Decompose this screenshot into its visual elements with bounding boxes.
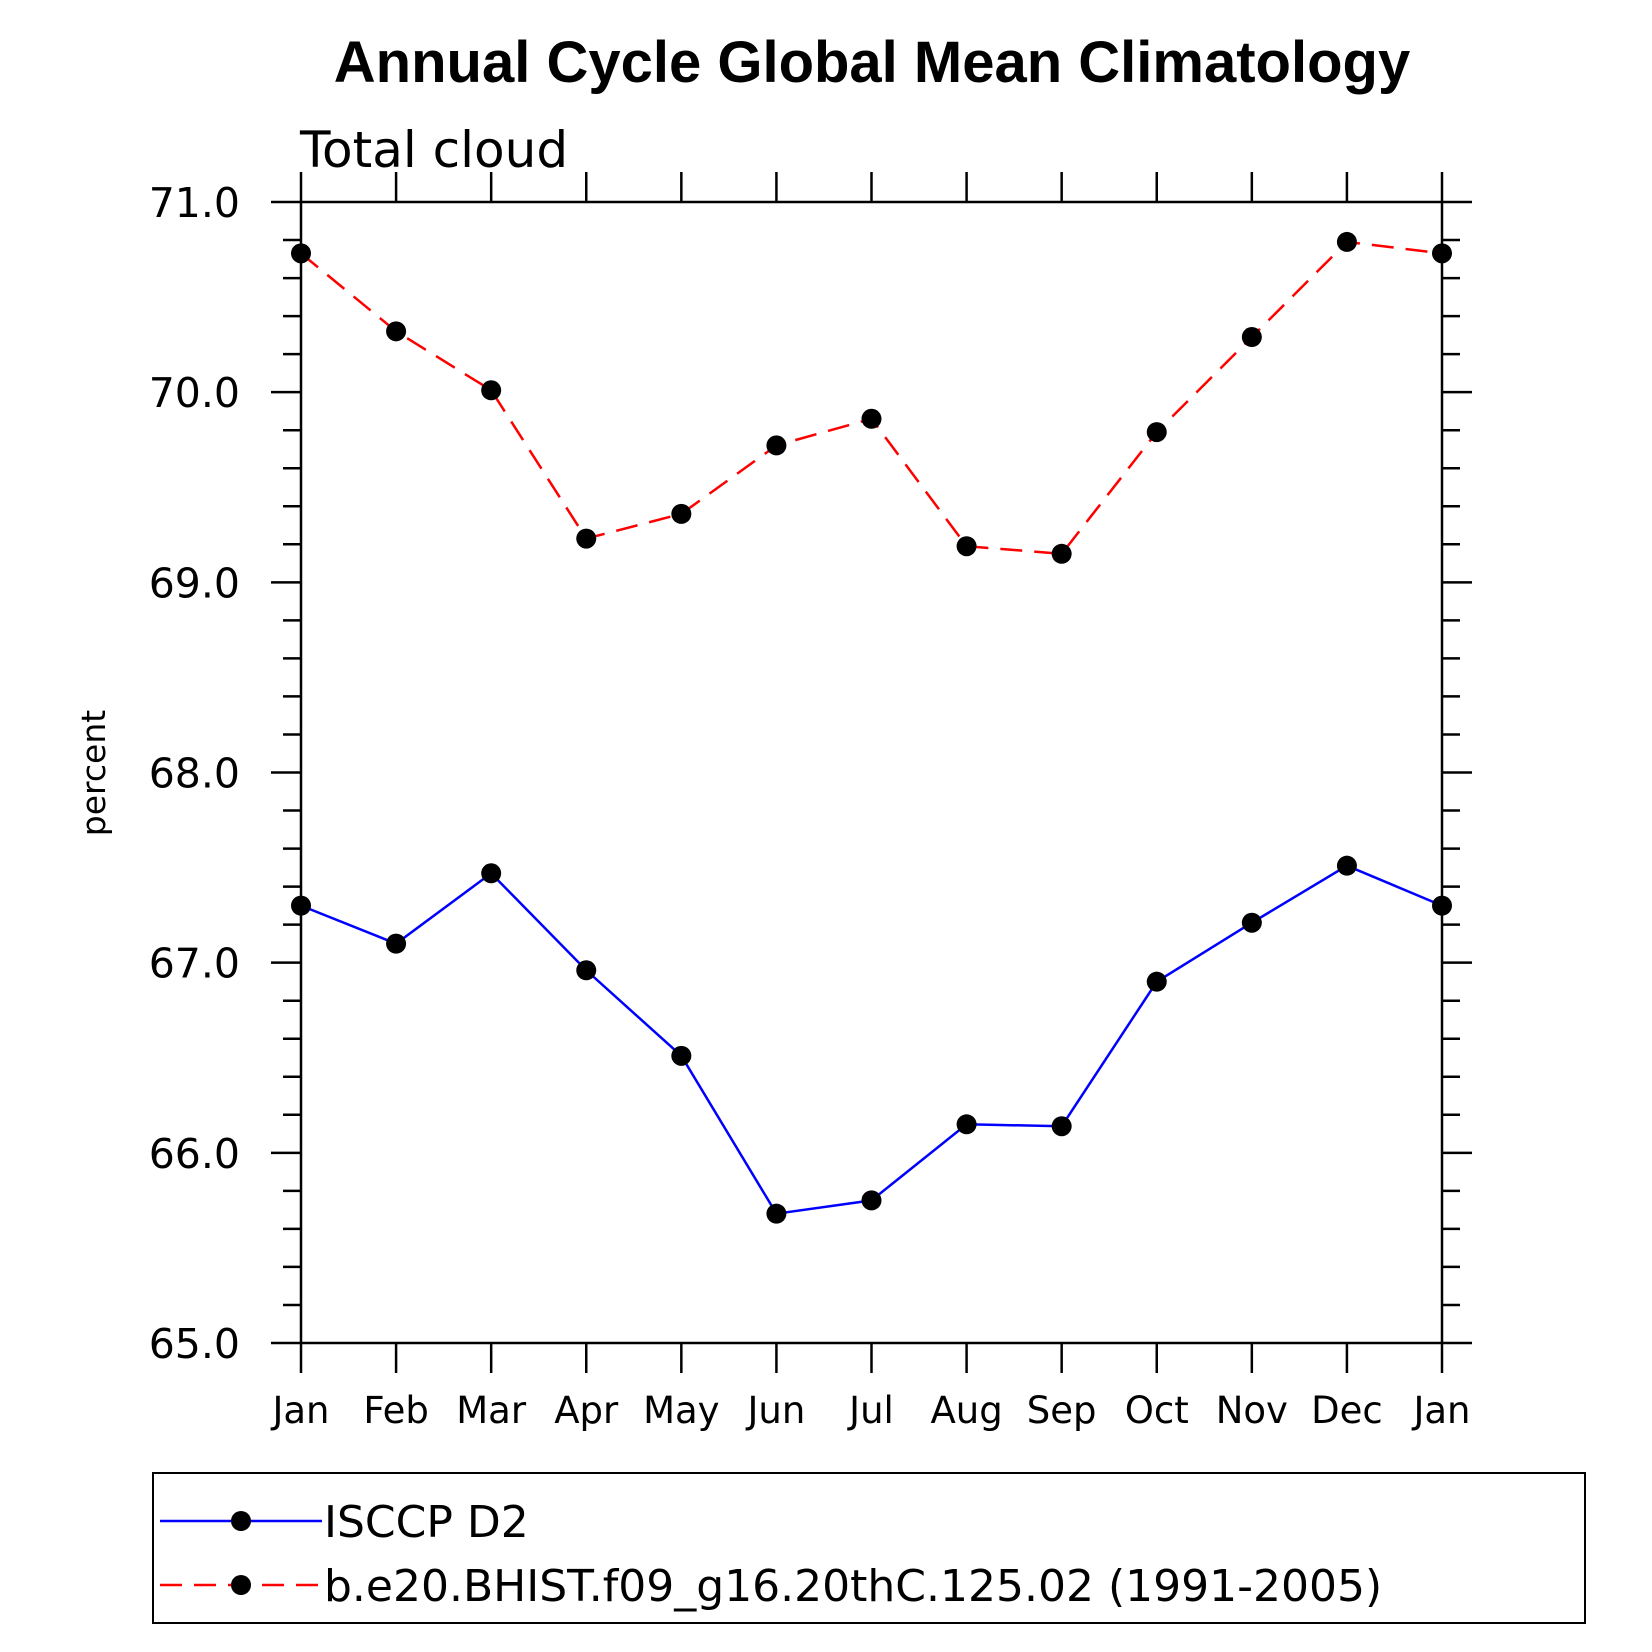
legend-label: ISCCP D2 bbox=[324, 1497, 529, 1548]
x-tick-label: Jul bbox=[847, 1389, 894, 1432]
legend-marker bbox=[231, 1511, 251, 1531]
series-layer bbox=[291, 231, 1452, 1224]
legend-label: b.e20.BHIST.f09_g16.20thC.125.02 (1991-2… bbox=[324, 1561, 1382, 1612]
data-point bbox=[291, 243, 311, 264]
y-tick-label: 67.0 bbox=[149, 940, 240, 988]
data-point bbox=[576, 960, 597, 981]
data-point bbox=[1432, 895, 1452, 916]
data-point bbox=[1051, 543, 1072, 564]
data-point bbox=[291, 895, 311, 916]
data-point bbox=[671, 503, 692, 524]
y-tick-label: 69.0 bbox=[149, 559, 240, 607]
data-point bbox=[1336, 855, 1357, 876]
x-tick-label: May bbox=[643, 1389, 720, 1432]
x-tick-label: Dec bbox=[1311, 1389, 1383, 1432]
x-tick-label: Nov bbox=[1216, 1389, 1288, 1432]
data-point bbox=[1241, 912, 1262, 933]
x-tick-label: Jan bbox=[270, 1389, 329, 1432]
data-point bbox=[766, 435, 787, 456]
legend-box bbox=[152, 1472, 1586, 1624]
series-2 bbox=[291, 231, 1452, 564]
legend-entry-2: b.e20.BHIST.f09_g16.20thC.125.02 (1991-2… bbox=[160, 1561, 1382, 1612]
axes: 65.0 66.0 67.0 68.0 69.0 70.0 71.0 Jan Feb Mar Apr… bbox=[149, 172, 1472, 1432]
plot-frame bbox=[299, 200, 1444, 1345]
y-tick-label: 71.0 bbox=[149, 179, 240, 227]
x-tick-label: Jan bbox=[1411, 1389, 1470, 1432]
data-point bbox=[1146, 422, 1167, 443]
y-axis-label: percent bbox=[74, 710, 113, 836]
x-tick-label: Feb bbox=[363, 1389, 429, 1432]
x-tick-label: Sep bbox=[1027, 1389, 1097, 1432]
x-tick-label: Oct bbox=[1125, 1389, 1189, 1432]
data-point bbox=[386, 933, 407, 954]
data-point bbox=[861, 408, 882, 429]
data-point bbox=[766, 1203, 787, 1224]
x-tick-label: Apr bbox=[554, 1389, 619, 1432]
data-point bbox=[576, 528, 597, 549]
data-point bbox=[1336, 231, 1357, 252]
data-point bbox=[956, 536, 977, 557]
data-point bbox=[1432, 243, 1452, 264]
x-tick-label: Jun bbox=[746, 1389, 806, 1432]
x-tick-label: Mar bbox=[456, 1389, 527, 1432]
legend-entry-1: ISCCP D2 bbox=[160, 1497, 529, 1548]
chart-title: Annual Cycle Global Mean Climatology bbox=[334, 30, 1410, 95]
data-point bbox=[956, 1114, 977, 1135]
series-line bbox=[300, 240, 1443, 556]
y-tick-label: 68.0 bbox=[149, 750, 240, 798]
data-point bbox=[671, 1045, 692, 1066]
data-point bbox=[1051, 1116, 1072, 1137]
series-1 bbox=[291, 855, 1452, 1224]
data-point bbox=[481, 863, 502, 884]
data-point bbox=[1146, 971, 1167, 992]
data-point bbox=[1241, 327, 1262, 348]
y-tick-label: 66.0 bbox=[149, 1130, 240, 1178]
legend: ISCCP D2 b.e20.BHIST.f09_g16.20thC.125.02… bbox=[152, 1472, 1586, 1624]
data-point bbox=[386, 321, 407, 342]
legend-marker bbox=[231, 1575, 251, 1595]
x-tick-label: Aug bbox=[930, 1389, 1002, 1432]
y-tick-label: 65.0 bbox=[149, 1320, 240, 1368]
y-tick-label: 70.0 bbox=[149, 369, 240, 417]
series-line bbox=[300, 864, 1443, 1216]
chart-subtitle: Total cloud bbox=[299, 121, 568, 179]
data-point bbox=[481, 380, 502, 401]
data-point bbox=[861, 1190, 882, 1211]
